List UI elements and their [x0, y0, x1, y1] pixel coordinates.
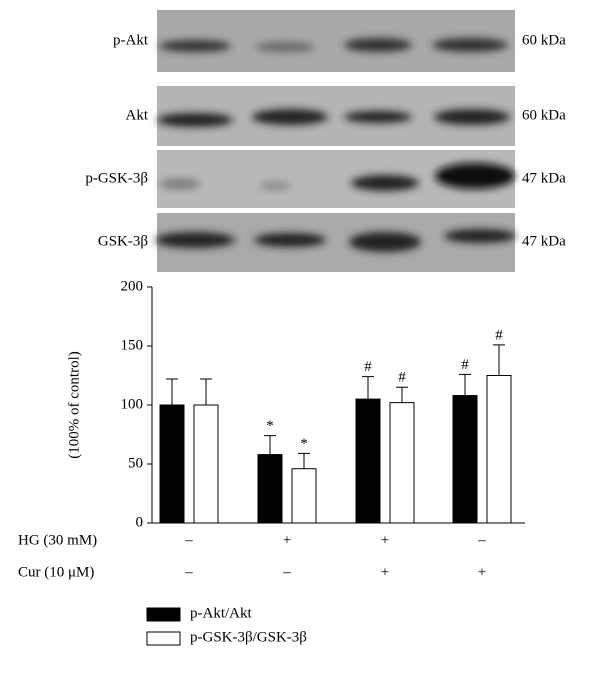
blot-label: Akt: [126, 107, 149, 123]
treatment-value: –: [184, 532, 193, 548]
treatment-value: +: [381, 532, 389, 548]
bar: [193, 404, 219, 524]
bar: [452, 395, 478, 524]
treatment-label: HG (30 mM): [18, 532, 97, 548]
blot-size: 47 kDa: [522, 233, 566, 249]
treatment-value: –: [184, 564, 193, 580]
error-bar: [493, 344, 505, 376]
error-bar: [396, 386, 408, 403]
y-tick-label: 200: [121, 278, 144, 294]
y-tick-label: 100: [121, 396, 144, 412]
blot-size: 60 kDa: [522, 32, 566, 48]
bar: [389, 402, 415, 524]
bar: [486, 375, 512, 524]
blot-images: [155, 10, 516, 272]
legend-swatch: [146, 607, 181, 622]
y-tick-label: 0: [136, 514, 144, 530]
significance-mark: *: [300, 436, 308, 452]
y-tick-label: 50: [128, 455, 143, 471]
blot-label: p-Akt: [113, 32, 149, 48]
blot-label: p-GSK-3β: [85, 170, 148, 186]
error-bar: [459, 373, 471, 396]
bar: [159, 404, 185, 524]
error-bar: [200, 378, 212, 405]
blot-size: 47 kDa: [522, 170, 566, 186]
bar: [355, 398, 381, 524]
significance-mark: #: [495, 327, 503, 343]
legend-swatch: [146, 631, 181, 646]
error-bar: [166, 378, 178, 405]
bar: [291, 468, 317, 524]
legend-label: p-Akt/Akt: [190, 605, 252, 621]
significance-mark: #: [461, 357, 469, 373]
y-tick-label: 150: [121, 337, 144, 353]
y-axis-label: (100% of control): [66, 351, 82, 458]
legend-label: p-GSK-3β/GSK-3β: [190, 629, 307, 645]
significance-mark: *: [266, 418, 274, 434]
error-bar: [264, 435, 276, 455]
error-bar: [362, 376, 374, 400]
treatment-value: +: [283, 532, 291, 548]
error-bar: [298, 452, 310, 469]
treatment-label: Cur (10 μM): [18, 564, 94, 580]
significance-mark: #: [364, 359, 372, 375]
blot-label: GSK-3β: [98, 233, 148, 249]
treatment-value: +: [381, 564, 389, 580]
treatment-value: –: [477, 532, 486, 548]
significance-mark: #: [398, 370, 406, 386]
treatment-value: –: [282, 564, 291, 580]
bar: [257, 454, 283, 524]
treatment-value: +: [478, 564, 486, 580]
blot-size: 60 kDa: [522, 107, 566, 123]
